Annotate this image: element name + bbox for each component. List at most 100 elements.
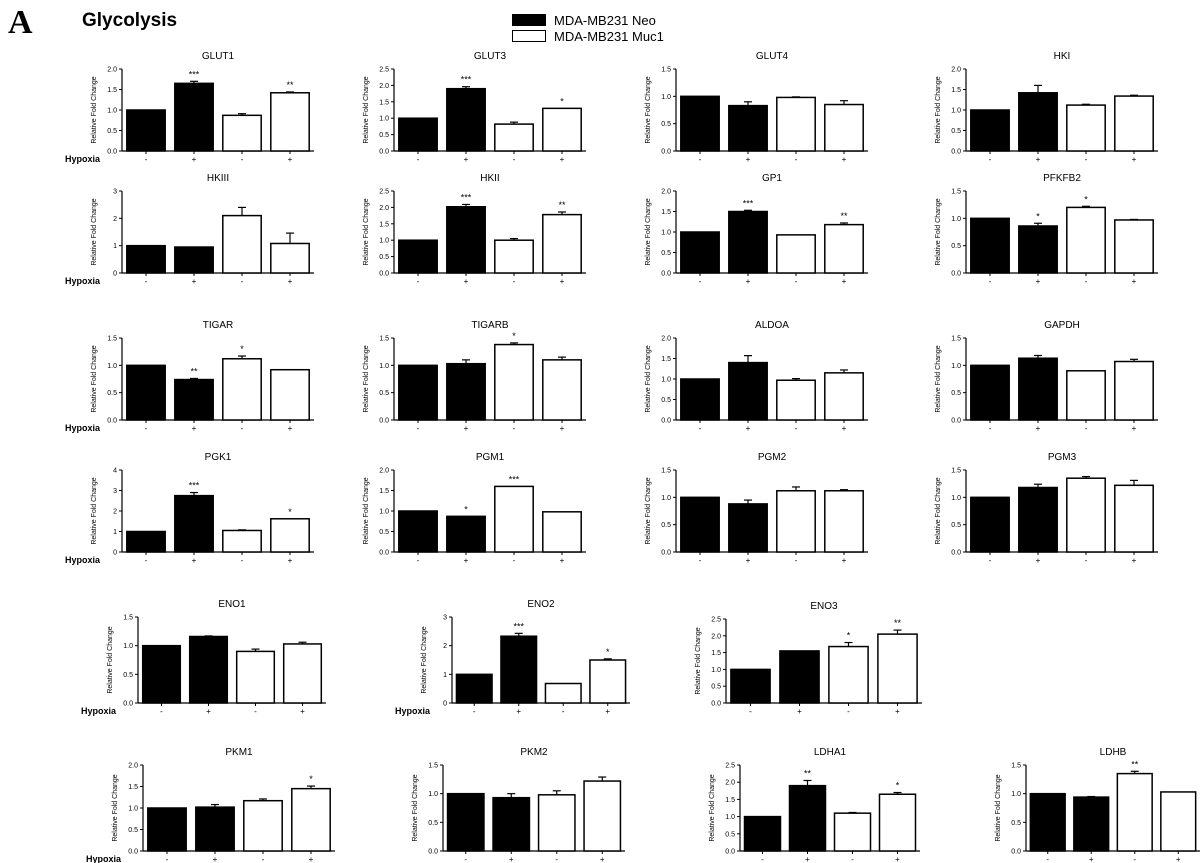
y-tick-label: 0.5 [951, 243, 961, 250]
chart-pfkfb2: PFKFB2 Relative Fold Change 0.0 0.5 1.0 1.5 - *… [935, 173, 1158, 286]
y-tick-label: 0.5 [1011, 820, 1021, 827]
y-axis-label: Relative Fold Change [91, 76, 98, 143]
legend-item-muc1: MDA-MB231 Muc1 [512, 28, 664, 44]
bar-2 [500, 635, 538, 704]
x-tick-label: - [145, 277, 148, 286]
chart-title: GLUT3 [474, 51, 507, 62]
y-tick-label: 0.0 [951, 149, 961, 156]
chart-eno1: ENO1 Relative Fold Change 0.0 0.5 1.0 1.5 - + - +… [81, 599, 326, 716]
y-tick-label: 1.5 [661, 209, 671, 216]
bar-1 [1029, 792, 1066, 852]
y-tick-label: 0 [113, 271, 117, 278]
y-tick-label: 0.0 [951, 271, 961, 278]
chart-glut4: GLUT4 Relative Fold Change 0.0 0.5 1.0 1.5 - + -… [645, 51, 868, 164]
chart-title: GAPDH [1044, 320, 1080, 331]
y-tick-label: 1.0 [428, 791, 438, 798]
y-axis-label: Relative Fold Change [421, 626, 428, 693]
chart-pgm1: PGM1 Relative Fold Change 0.0 0.5 1.0 1.5 2.0 -… [363, 452, 586, 565]
bar-4 [542, 213, 582, 274]
significance-label: ** [1131, 759, 1139, 769]
bar-4 [270, 92, 310, 152]
y-tick-label: 0.5 [379, 390, 389, 397]
y-tick-label: 0.5 [951, 522, 961, 529]
x-tick-label: + [464, 556, 469, 565]
y-tick-label: 0.0 [123, 701, 133, 708]
y-tick-label: 1.5 [379, 99, 389, 106]
bar-2 [174, 378, 214, 421]
bar-1 [680, 95, 720, 152]
legend-swatch-muc1 [512, 30, 546, 42]
bar-4 [824, 372, 864, 421]
chart-title: GLUT1 [202, 51, 235, 62]
x-tick-label: - [145, 424, 148, 433]
bar-3 [776, 379, 816, 421]
x-tick-label: + [192, 424, 197, 433]
x-tick-label: - [417, 556, 420, 565]
y-tick-label: 1.0 [123, 643, 133, 650]
x-tick-label: + [309, 855, 314, 863]
y-tick-label: 0.0 [107, 418, 117, 425]
x-tick-label: - [1085, 556, 1088, 565]
x-tick-label: + [805, 855, 810, 863]
x-tick-label: + [213, 855, 218, 863]
y-tick-label: 1.5 [428, 763, 438, 770]
bar-3 [494, 123, 534, 152]
chart-hki: HKI Relative Fold Change 0.0 0.5 1.0 1.5 2.0 - +… [935, 51, 1158, 164]
y-axis-label: Relative Fold Change [935, 198, 942, 265]
bar-3 [776, 234, 816, 274]
y-axis-label: Relative Fold Change [91, 345, 98, 412]
y-tick-label: 0.0 [379, 271, 389, 278]
y-tick-label: 0.0 [661, 149, 671, 156]
y-tick-label: 4 [113, 468, 117, 475]
y-tick-label: 2.0 [379, 468, 389, 475]
x-tick-label: - [761, 855, 764, 863]
y-tick-label: 1.5 [951, 336, 961, 343]
y-tick-label: 0 [113, 550, 117, 557]
x-tick-label: - [145, 556, 148, 565]
chart-tigarb: TIGARB Relative Fold Change 0.0 0.5 1.0 1.5 - +… [363, 320, 586, 433]
y-tick-label: 0.0 [711, 701, 721, 708]
panel-title: Glycolysis [82, 10, 178, 31]
bar-4 [270, 242, 310, 274]
hypoxia-label: Hypoxia [395, 706, 431, 716]
y-tick-label: 0.5 [711, 684, 721, 691]
y-tick-label: 1.5 [951, 468, 961, 475]
bar-3 [537, 794, 576, 852]
legend-label-muc1: MDA-MB231 Muc1 [554, 28, 664, 44]
legend-swatch-neo [512, 14, 546, 26]
x-tick-label: - [795, 277, 798, 286]
chart-title: ENO1 [218, 599, 246, 610]
y-axis-label: Relative Fold Change [935, 76, 942, 143]
y-tick-label: 1 [113, 529, 117, 536]
y-tick-label: 2 [113, 216, 117, 223]
y-tick-label: 2.0 [379, 205, 389, 212]
y-tick-label: 2.5 [725, 763, 735, 770]
bar-1 [970, 496, 1010, 553]
y-tick-label: 0.5 [661, 250, 671, 257]
y-tick-label: 1.0 [379, 363, 389, 370]
y-tick-label: 1.5 [123, 615, 133, 622]
significance-label: *** [509, 474, 520, 484]
bar-2 [728, 361, 768, 421]
bar-1 [970, 109, 1010, 152]
significance-label: ** [804, 768, 812, 778]
x-tick-label: - [989, 277, 992, 286]
x-tick-label: - [513, 155, 516, 164]
x-tick-label: - [1085, 155, 1088, 164]
bar-3 [544, 682, 582, 704]
y-tick-label: 3 [443, 615, 447, 622]
y-tick-label: 2.5 [379, 189, 389, 196]
bar-3 [776, 490, 816, 553]
x-tick-label: + [192, 155, 197, 164]
y-tick-label: 1.5 [951, 87, 961, 94]
bar-2 [1018, 225, 1058, 274]
y-tick-label: 1.0 [951, 363, 961, 370]
bar-3 [222, 214, 262, 274]
bar-1 [680, 231, 720, 274]
x-tick-label: - [464, 855, 467, 863]
x-tick-label: - [1046, 855, 1049, 863]
panel-letter: A [8, 4, 33, 41]
x-tick-label: + [288, 155, 293, 164]
legend-label-neo: MDA-MB231 Neo [554, 12, 656, 28]
